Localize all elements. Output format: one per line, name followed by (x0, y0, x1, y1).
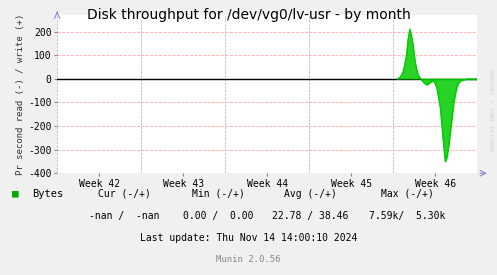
Text: RRDTOOL / TOBI OETIKER: RRDTOOL / TOBI OETIKER (489, 69, 494, 151)
Text: Disk throughput for /dev/vg0/lv-usr - by month: Disk throughput for /dev/vg0/lv-usr - by… (86, 8, 411, 22)
Y-axis label: Pr second read (-) / write (+): Pr second read (-) / write (+) (16, 13, 25, 175)
Text: Bytes: Bytes (32, 189, 64, 199)
Text: Avg (-/+): Avg (-/+) (284, 189, 337, 199)
Text: 22.78 / 38.46: 22.78 / 38.46 (272, 211, 349, 221)
Text: Cur (-/+): Cur (-/+) (98, 189, 151, 199)
Text: Min (-/+): Min (-/+) (192, 189, 245, 199)
Text: 0.00 /  0.00: 0.00 / 0.00 (183, 211, 254, 221)
Text: 7.59k/  5.30k: 7.59k/ 5.30k (369, 211, 446, 221)
Text: Last update: Thu Nov 14 14:00:10 2024: Last update: Thu Nov 14 14:00:10 2024 (140, 233, 357, 243)
Text: Max (-/+): Max (-/+) (381, 189, 434, 199)
Text: Munin 2.0.56: Munin 2.0.56 (216, 255, 281, 264)
Text: ■: ■ (12, 189, 19, 199)
Text: -nan /  -nan: -nan / -nan (89, 211, 160, 221)
